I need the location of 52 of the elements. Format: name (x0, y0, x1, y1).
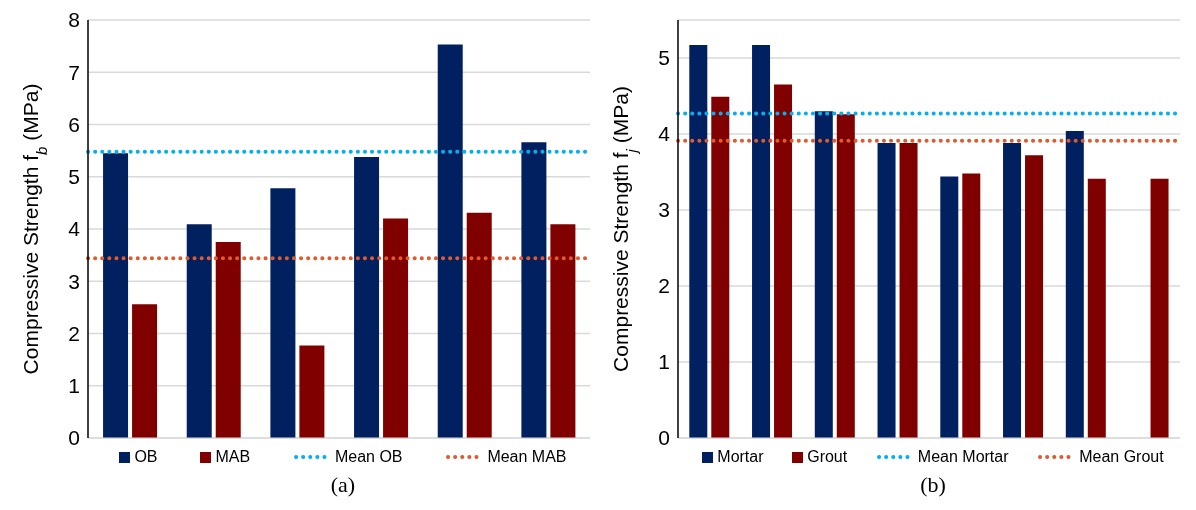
bar (940, 176, 959, 438)
bar (1025, 155, 1044, 438)
bar (752, 45, 771, 438)
legend-label: OB (133, 448, 158, 466)
y-tick-label: 4 (658, 122, 671, 146)
bar (354, 156, 380, 438)
y-tick-label: 0 (658, 426, 670, 450)
legend-label: Mean MAB (486, 448, 567, 466)
bar (1087, 178, 1106, 438)
legend-label: Grout (806, 448, 848, 466)
bar (689, 45, 708, 438)
y-tick-label: 2 (658, 274, 670, 298)
bar (1003, 143, 1022, 438)
bar (132, 304, 158, 438)
legend-label: Mean Grout (1078, 448, 1164, 466)
y-tick-label: 5 (658, 46, 670, 70)
bar (521, 142, 547, 438)
y-tick-label: 1 (658, 350, 670, 374)
text: (a) (329, 472, 357, 498)
bar (383, 218, 409, 438)
y-tick-label: 5 (68, 165, 80, 189)
y-tick-label: 1 (68, 374, 80, 398)
y-tick-label: 6 (68, 112, 80, 136)
y-tick-label: 0 (68, 426, 80, 450)
bar (299, 345, 325, 438)
bar (774, 84, 793, 438)
bar (215, 242, 241, 438)
y-tick-label: 7 (68, 60, 80, 84)
bar (836, 114, 855, 438)
text: (b) (919, 472, 947, 498)
legend-label: Mean OB (333, 448, 403, 466)
bar (437, 44, 463, 438)
legend-label: Mean Mortar (916, 448, 1009, 466)
bar (466, 212, 492, 438)
bar (550, 224, 576, 438)
bar (1150, 178, 1169, 438)
bar (186, 224, 212, 438)
y-tick-label: 8 (68, 8, 80, 32)
bar (711, 96, 730, 438)
bar (877, 143, 896, 438)
y-tick-label: 3 (658, 198, 670, 222)
legend-label: MAB (214, 448, 251, 466)
y-tick-label: 4 (68, 217, 81, 241)
bar (962, 173, 981, 438)
y-tick-label: 2 (68, 321, 80, 345)
bar (103, 153, 129, 438)
y-tick-label: 3 (68, 269, 80, 293)
bar (270, 188, 296, 438)
bar (1065, 130, 1084, 438)
legend-label: Mortar (716, 448, 764, 466)
bar (814, 111, 833, 438)
bar (899, 143, 918, 438)
